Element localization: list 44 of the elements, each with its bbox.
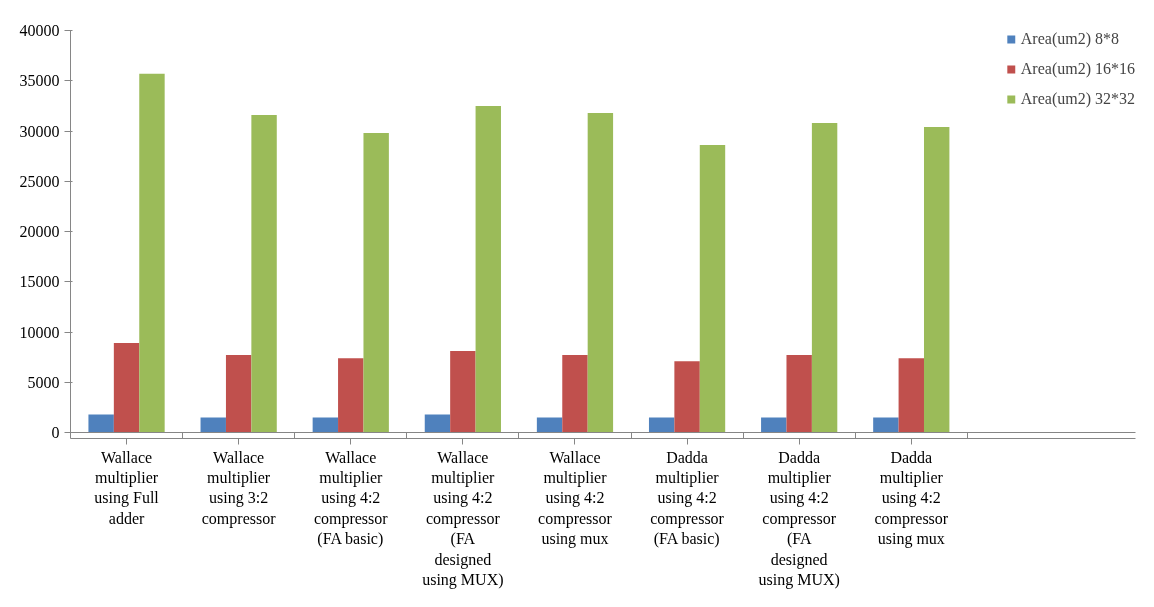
y-tick-label: 30000 — [19, 122, 60, 140]
bar — [898, 358, 924, 433]
y-tick-label: 15000 — [19, 273, 60, 291]
bar — [312, 417, 339, 433]
x-tick-label: Dadda multiplier using 4:2 compressor (FA basic) — [650, 448, 725, 549]
bar — [88, 414, 114, 433]
x-tick-label: Dadda multiplier using 4:2 compressor (FA designed using MUX) — [758, 448, 840, 589]
y-tick-label: 40000 — [19, 22, 60, 39]
bar — [699, 145, 726, 433]
legend-label: Area(um2) 32*32 — [1020, 90, 1135, 108]
bar — [424, 414, 451, 433]
bar — [363, 133, 389, 433]
bar — [761, 417, 787, 433]
bar — [200, 417, 226, 433]
bar — [225, 355, 252, 433]
bar — [674, 361, 700, 433]
y-tick-label: 10000 — [19, 323, 60, 341]
y-tick-label: 0 — [51, 424, 60, 441]
x-tick-label: Wallace multiplier using 4:2 compressor (FA designed using MUX) — [422, 448, 504, 589]
bar — [786, 355, 812, 433]
y-tick-label: 25000 — [19, 172, 60, 190]
bar — [923, 126, 950, 433]
x-tick-label: Wallace multiplier using 3:2 compressor — [201, 448, 277, 528]
bar — [811, 122, 838, 433]
y-tick-label: 35000 — [19, 72, 60, 90]
x-tick-label: Dadda multiplier using 4:2 compressor using mux — [874, 448, 949, 549]
x-tick-label: Wallace multiplier using 4:2 compressor (FA basic) — [313, 448, 389, 549]
bar — [562, 355, 588, 433]
bar — [536, 417, 563, 433]
y-tick-label: 20000 — [19, 223, 60, 240]
bar — [873, 417, 899, 433]
x-tick-label: Wallace multiplier using 4:2 compressor using mux — [538, 448, 613, 549]
bar — [113, 343, 140, 433]
bar — [450, 351, 476, 433]
bar — [338, 358, 364, 433]
bar — [648, 417, 675, 433]
legend-label: Area(um2) 16*16 — [1020, 60, 1135, 78]
bar — [587, 112, 614, 433]
legend-label: Area(um2) 8*8 — [1020, 30, 1119, 48]
bar — [475, 105, 501, 433]
y-tick-label: 5000 — [27, 373, 60, 391]
bar — [139, 73, 165, 433]
x-tick-label: Wallace multiplier using Full adder — [94, 448, 160, 527]
bar — [251, 114, 277, 433]
